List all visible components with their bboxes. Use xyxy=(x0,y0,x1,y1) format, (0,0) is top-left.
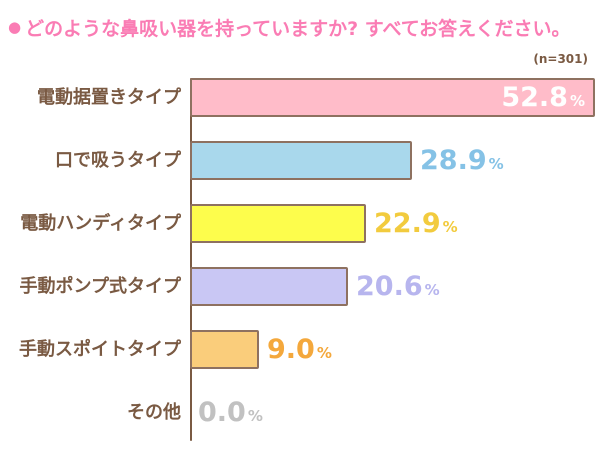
category-label: 手動ポンプ式タイプ xyxy=(19,276,181,297)
bar xyxy=(190,78,595,117)
bar xyxy=(190,330,259,369)
percent-sign: % xyxy=(424,281,440,299)
percent-sign: % xyxy=(247,407,263,425)
value-number: 9.0 xyxy=(267,334,315,365)
category-label: その他 xyxy=(127,402,181,423)
chart-row: その他 0.0% xyxy=(0,393,600,441)
value-number: 28.9 xyxy=(420,145,487,176)
value-label: 0.0% xyxy=(198,393,263,436)
percent-sign: % xyxy=(316,344,332,362)
chart-header: ● どのような鼻吸い器を持っていますか? すべてお答えください。 xyxy=(8,14,592,41)
value-number: 0.0 xyxy=(198,397,246,428)
percent-sign: % xyxy=(488,155,504,173)
bar-area: 28.9% xyxy=(190,141,600,180)
chart-row: 口で吸うタイプ 28.9% xyxy=(0,141,600,204)
value-label: 22.9% xyxy=(374,204,458,247)
bar xyxy=(190,267,348,306)
chart-row: 電動ハンディタイプ 22.9% xyxy=(0,204,600,267)
chart-row: 電動据置きタイプ 52.8% xyxy=(0,78,600,141)
sample-size-note: (n=301) xyxy=(533,52,588,66)
percent-sign: % xyxy=(569,92,585,110)
bar-area: 22.9% xyxy=(190,204,600,243)
value-label: 52.8% xyxy=(501,78,585,121)
horizontal-bar-chart: 電動据置きタイプ 52.8% 口で吸うタイプ 28.9% 電動ハンディタイプ 2… xyxy=(0,78,600,441)
chart-row: 手動スポイトタイプ 9.0% xyxy=(0,330,600,393)
chart-title: どのような鼻吸い器を持っていますか? すべてお答えください。 xyxy=(25,18,571,40)
value-label: 28.9% xyxy=(420,141,504,184)
bar-area: 9.0% xyxy=(190,330,600,369)
chart-rows: 電動据置きタイプ 52.8% 口で吸うタイプ 28.9% 電動ハンディタイプ 2… xyxy=(0,78,600,441)
chart-row: 手動ポンプ式タイプ 20.6% xyxy=(0,267,600,330)
value-number: 52.8 xyxy=(501,82,568,113)
category-label: 電動ハンディタイプ xyxy=(20,213,181,234)
bar xyxy=(190,204,366,243)
category-label: 口で吸うタイプ xyxy=(55,150,181,171)
category-label: 手動スポイトタイプ xyxy=(19,339,181,360)
value-number: 22.9 xyxy=(374,208,441,239)
percent-sign: % xyxy=(442,218,458,236)
bullet-icon: ● xyxy=(8,18,22,36)
value-number: 20.6 xyxy=(356,271,423,302)
bar-area: 20.6% xyxy=(190,267,600,306)
value-label: 20.6% xyxy=(356,267,440,310)
bar xyxy=(190,141,412,180)
category-label: 電動据置きタイプ xyxy=(37,87,181,108)
bar-area: 0.0% xyxy=(190,393,600,432)
bar-area: 52.8% xyxy=(190,78,600,117)
y-axis-line xyxy=(190,78,192,441)
value-label: 9.0% xyxy=(267,330,332,373)
